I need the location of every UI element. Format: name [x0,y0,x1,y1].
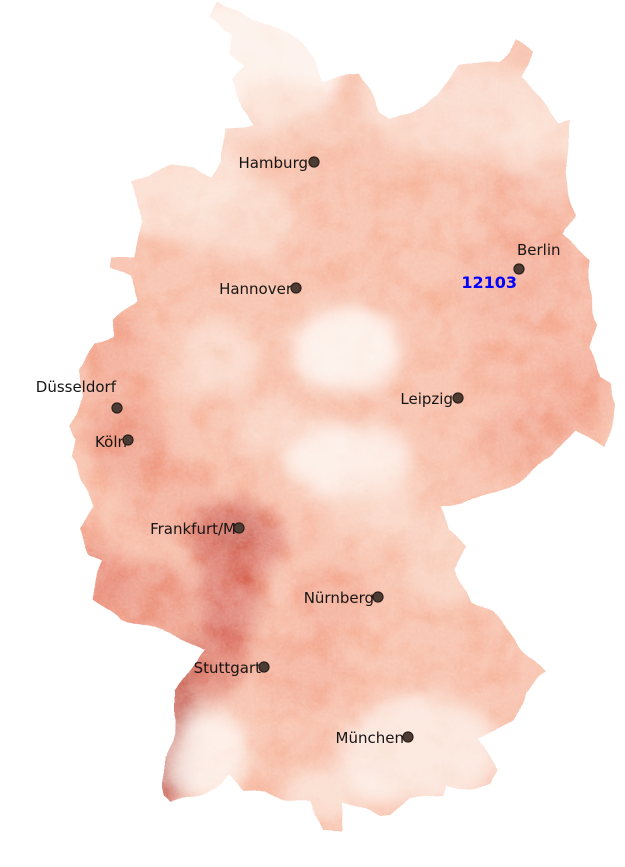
city-frankfurt-m: Frankfurt/M [150,520,245,538]
city-label-köln: Köln [95,433,127,451]
city-label-hannover: Hannover [219,280,293,298]
city-label-stuttgart: Stuttgart [194,659,262,677]
highlight-plz-label: 12103 [461,273,517,292]
city-köln: Köln [95,433,134,451]
city-label-nürnberg: Nürnberg [304,589,374,607]
city-stuttgart: Stuttgart [194,659,270,677]
city-label-frankfurt-m: Frankfurt/M [150,520,236,538]
city-dot-frankfurt-m [233,522,245,534]
city-dot-düsseldorf [111,402,123,414]
city-dot-nürnberg [372,591,384,603]
city-berlin: Berlin [513,241,561,275]
city-label-hamburg: Hamburg [238,154,308,172]
city-dot-münchen [402,731,414,743]
city-leipzig: Leipzig [400,390,464,408]
city-label-leipzig: Leipzig [400,390,453,408]
city-label-berlin: Berlin [517,241,561,259]
city-dot-köln [122,434,134,446]
city-düsseldorf: Düsseldorf [36,378,123,414]
city-münchen: München [336,729,414,747]
city-dot-hamburg [308,156,320,168]
city-markers: Hamburg Berlin Hannover Düsseldorf Köln Leipz… [36,154,561,747]
city-label-düsseldorf: Düsseldorf [36,378,117,396]
city-label-münchen: München [336,729,404,747]
city-nürnberg: Nürnberg [304,589,384,607]
city-hamburg: Hamburg [238,154,320,172]
city-hannover: Hannover [219,280,302,298]
city-dot-hannover [290,282,302,294]
city-dot-berlin [513,263,525,275]
city-dot-leipzig [452,392,464,404]
city-dot-stuttgart [258,661,270,673]
